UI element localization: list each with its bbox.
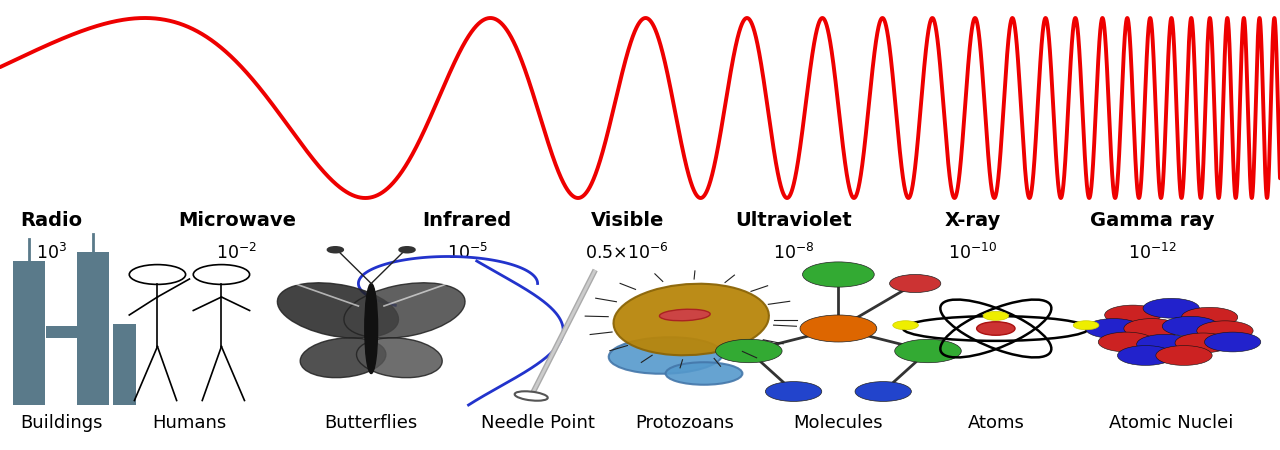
- Circle shape: [855, 382, 911, 401]
- Ellipse shape: [659, 309, 710, 321]
- Text: X-ray: X-ray: [945, 212, 1001, 230]
- Circle shape: [1105, 305, 1161, 325]
- Text: 0.5×10$^{-6}$: 0.5×10$^{-6}$: [585, 243, 669, 263]
- Ellipse shape: [666, 362, 742, 385]
- Text: Butterflies: Butterflies: [325, 414, 417, 432]
- Circle shape: [1074, 321, 1100, 330]
- Ellipse shape: [613, 284, 769, 355]
- Circle shape: [399, 247, 415, 252]
- Circle shape: [1098, 332, 1155, 352]
- Bar: [46, 326, 77, 338]
- Text: 10$^{-12}$: 10$^{-12}$: [1128, 243, 1176, 263]
- Text: Gamma ray: Gamma ray: [1089, 212, 1215, 230]
- Text: Infrared: Infrared: [422, 212, 512, 230]
- Text: Ultraviolet: Ultraviolet: [735, 212, 852, 230]
- Circle shape: [1085, 319, 1142, 338]
- Circle shape: [765, 382, 822, 401]
- Text: Humans: Humans: [152, 414, 227, 432]
- Circle shape: [895, 339, 961, 363]
- Circle shape: [1162, 316, 1219, 336]
- Circle shape: [1143, 298, 1199, 318]
- Text: 10$^{-10}$: 10$^{-10}$: [948, 243, 997, 263]
- Circle shape: [890, 274, 941, 292]
- Ellipse shape: [301, 338, 385, 378]
- Circle shape: [980, 323, 1011, 334]
- Ellipse shape: [344, 283, 465, 338]
- Circle shape: [1181, 307, 1238, 327]
- Ellipse shape: [357, 338, 442, 378]
- Circle shape: [1117, 346, 1174, 365]
- Text: Atoms: Atoms: [968, 414, 1024, 432]
- Circle shape: [1197, 321, 1253, 341]
- Text: 10$^{-5}$: 10$^{-5}$: [447, 243, 488, 263]
- Ellipse shape: [515, 392, 548, 400]
- Ellipse shape: [365, 284, 378, 374]
- Circle shape: [803, 262, 874, 287]
- Text: Atomic Nuclei: Atomic Nuclei: [1108, 414, 1234, 432]
- Text: Microwave: Microwave: [178, 212, 296, 230]
- Text: Needle Point: Needle Point: [481, 414, 594, 432]
- Text: Radio: Radio: [20, 212, 82, 230]
- Text: Visible: Visible: [590, 212, 664, 230]
- Ellipse shape: [278, 283, 398, 338]
- Circle shape: [1175, 333, 1231, 353]
- Ellipse shape: [977, 322, 1015, 335]
- Circle shape: [1204, 332, 1261, 352]
- Text: 10$^{-2}$: 10$^{-2}$: [216, 243, 257, 263]
- Text: Molecules: Molecules: [794, 414, 883, 432]
- Circle shape: [328, 247, 343, 252]
- Text: Protozoans: Protozoans: [635, 414, 735, 432]
- Circle shape: [1124, 319, 1180, 338]
- Circle shape: [1137, 334, 1193, 354]
- Circle shape: [800, 315, 877, 342]
- Ellipse shape: [609, 337, 722, 374]
- Text: 10$^{-8}$: 10$^{-8}$: [773, 243, 814, 263]
- Circle shape: [892, 321, 918, 330]
- Text: Buildings: Buildings: [20, 414, 102, 432]
- Circle shape: [716, 339, 782, 363]
- Bar: [77, 252, 109, 405]
- Bar: [113, 324, 136, 405]
- Text: 10$^{3}$: 10$^{3}$: [36, 243, 67, 263]
- Circle shape: [1156, 346, 1212, 365]
- Circle shape: [983, 311, 1009, 320]
- Bar: [13, 261, 45, 405]
